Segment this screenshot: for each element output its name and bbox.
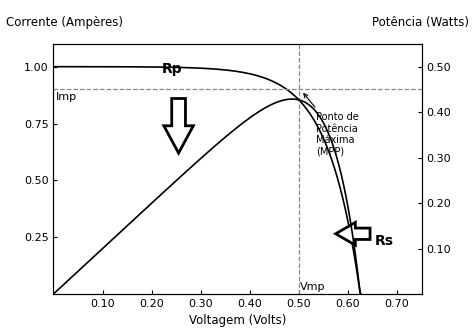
Polygon shape — [164, 99, 193, 153]
Text: Vmp: Vmp — [300, 282, 326, 292]
X-axis label: Voltagem (Volts): Voltagem (Volts) — [189, 314, 286, 327]
Text: Imp: Imp — [56, 92, 77, 102]
Polygon shape — [336, 222, 370, 245]
Text: Potência (Watts): Potência (Watts) — [372, 16, 469, 29]
Text: Ponto de
Potência
Máxima
(MPP): Ponto de Potência Máxima (MPP) — [304, 94, 359, 157]
Text: Corrente (Ampères): Corrente (Ampères) — [6, 16, 123, 29]
Text: Rp: Rp — [162, 62, 182, 76]
Text: Rs: Rs — [375, 233, 394, 248]
